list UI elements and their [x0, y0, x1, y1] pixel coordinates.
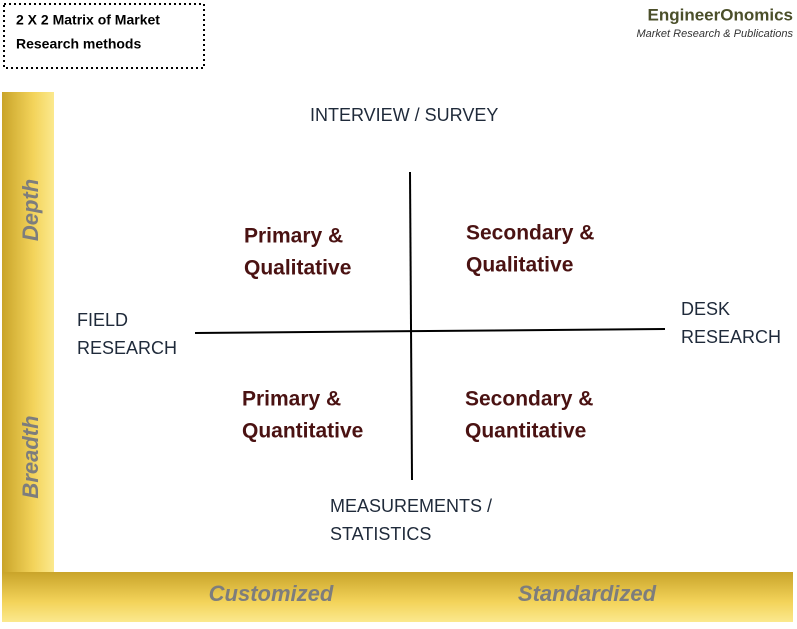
axis-label: RESEARCH [77, 338, 177, 358]
axis-label: STATISTICS [330, 524, 431, 544]
title-box [3, 3, 205, 69]
quadrant-label: Quantitative [242, 420, 363, 443]
brand-tagline: Market Research & Publications [636, 28, 793, 40]
axis-label: INTERVIEW / SURVEY [310, 105, 498, 125]
axis-label: RESEARCH [681, 327, 781, 347]
axis-label: FIELD [77, 310, 128, 330]
bottom-bar [2, 572, 793, 622]
quadrant-label: Secondary & [466, 222, 594, 245]
quadrant-label: Quantitative [465, 420, 586, 443]
quadrant-label: Qualitative [466, 254, 573, 277]
title-line: 2 X 2 Matrix of Market [16, 12, 160, 28]
side-bar [2, 92, 54, 590]
axis-label: DESK [681, 299, 730, 319]
side-label: Breadth [18, 415, 43, 498]
horizontal-axis [194, 328, 666, 334]
quadrant-label: Qualitative [244, 257, 351, 280]
axis-label: MEASUREMENTS / [330, 496, 492, 516]
title-line: Research methods [16, 36, 141, 52]
quadrant-label: Secondary & [465, 388, 593, 411]
side-label: Depth [18, 179, 43, 241]
quadrant-label: Primary & [242, 388, 341, 411]
bottom-label: Customized [209, 581, 334, 606]
vertical-axis [409, 171, 413, 481]
quadrant-label: Primary & [244, 225, 343, 248]
brand-name: EngineerOnomics [648, 5, 793, 24]
bottom-label: Standardized [518, 581, 657, 606]
